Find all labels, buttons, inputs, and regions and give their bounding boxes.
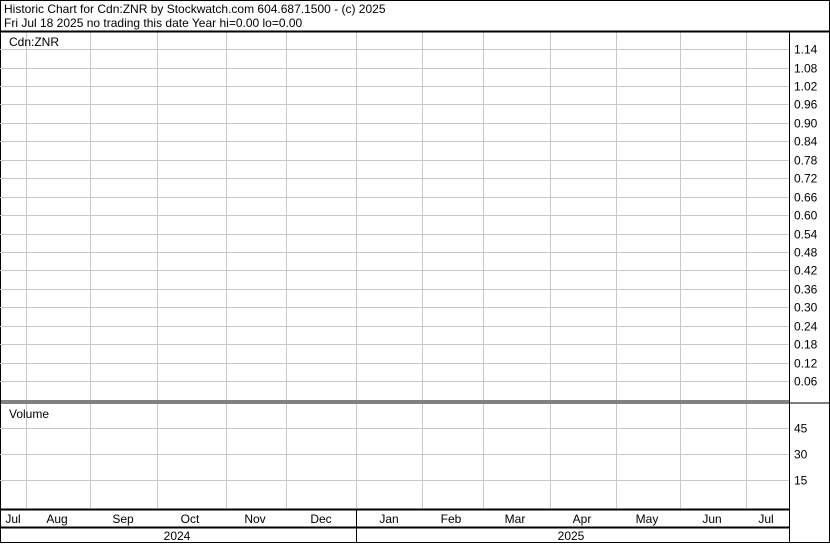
price-tick-label: 0.30 xyxy=(794,301,818,315)
month-label: Jun xyxy=(702,512,721,526)
month-label: Oct xyxy=(181,512,200,526)
price-tick-label: 0.48 xyxy=(794,246,818,260)
price-tick-label: 0.78 xyxy=(794,154,818,168)
month-label: Nov xyxy=(244,512,265,526)
price-tick-label: 0.18 xyxy=(794,338,818,352)
volume-panel-label: Volume xyxy=(9,407,49,421)
price-tick-label: 0.84 xyxy=(794,135,818,149)
price-tick-label: 1.02 xyxy=(794,80,818,94)
grid-lines xyxy=(0,32,789,508)
price-tick-label: 0.96 xyxy=(794,98,818,112)
month-label: Feb xyxy=(441,512,462,526)
price-tick-label: 0.72 xyxy=(794,172,818,186)
month-label: Mar xyxy=(505,512,526,526)
chart-title: Historic Chart for Cdn:ZNR by Stockwatch… xyxy=(4,2,386,16)
price-tick-label: 0.36 xyxy=(794,283,818,297)
month-label: Jul xyxy=(758,512,773,526)
month-label: Jul xyxy=(5,512,20,526)
chart-status: Fri Jul 18 2025 no trading this date Yea… xyxy=(4,16,303,30)
price-tick-label: 0.54 xyxy=(794,228,818,242)
price-tick-label: 0.24 xyxy=(794,320,818,334)
price-tick-label: 0.90 xyxy=(794,117,818,131)
month-label: May xyxy=(636,512,659,526)
volume-tick-label: 30 xyxy=(794,448,808,462)
price-tick-label: 0.66 xyxy=(794,191,818,205)
price-tick-label: 1.08 xyxy=(794,62,818,76)
month-label: Sep xyxy=(112,512,134,526)
price-tick-label: 0.12 xyxy=(794,357,818,371)
price-tick-label: 0.06 xyxy=(794,375,818,389)
price-tick-label: 1.14 xyxy=(794,43,818,57)
volume-tick-label: 45 xyxy=(794,422,808,436)
month-label: Aug xyxy=(46,512,67,526)
year-label-2025: 2025 xyxy=(558,529,585,543)
year-label-2024: 2024 xyxy=(164,529,191,543)
price-panel-label: Cdn:ZNR xyxy=(9,35,59,49)
volume-tick-label: 15 xyxy=(794,474,808,488)
price-tick-label: 0.42 xyxy=(794,264,818,278)
month-label: Dec xyxy=(310,512,331,526)
price-tick-label: 0.60 xyxy=(794,209,818,223)
month-label: Jan xyxy=(379,512,398,526)
month-label: Apr xyxy=(573,512,592,526)
